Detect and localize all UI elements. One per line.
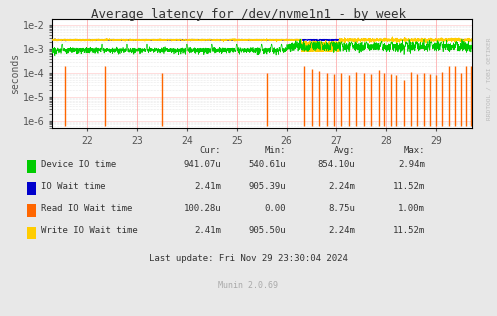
Text: 854.10u: 854.10u (318, 160, 355, 168)
Text: 8.75u: 8.75u (329, 204, 355, 213)
Text: 11.52m: 11.52m (393, 226, 425, 235)
Text: Munin 2.0.69: Munin 2.0.69 (219, 281, 278, 289)
Text: 11.52m: 11.52m (393, 182, 425, 191)
Text: 2.94m: 2.94m (398, 160, 425, 168)
Text: 905.50u: 905.50u (248, 226, 286, 235)
Text: 2.41m: 2.41m (194, 226, 221, 235)
Text: Avg:: Avg: (334, 146, 355, 155)
Text: 1.00m: 1.00m (398, 204, 425, 213)
Text: Min:: Min: (264, 146, 286, 155)
Text: Average latency for /dev/nvme1n1 - by week: Average latency for /dev/nvme1n1 - by we… (91, 8, 406, 21)
Text: 540.61u: 540.61u (248, 160, 286, 168)
Text: 2.41m: 2.41m (194, 182, 221, 191)
Text: RRDTOOL / TOBI OETIKER: RRDTOOL / TOBI OETIKER (486, 38, 491, 120)
Text: 905.39u: 905.39u (248, 182, 286, 191)
Text: Last update: Fri Nov 29 23:30:04 2024: Last update: Fri Nov 29 23:30:04 2024 (149, 254, 348, 263)
Text: IO Wait time: IO Wait time (41, 182, 105, 191)
Text: Max:: Max: (404, 146, 425, 155)
Text: Write IO Wait time: Write IO Wait time (41, 226, 138, 235)
Text: Read IO Wait time: Read IO Wait time (41, 204, 132, 213)
Y-axis label: seconds: seconds (10, 53, 20, 94)
Text: 0.00: 0.00 (264, 204, 286, 213)
Text: Cur:: Cur: (200, 146, 221, 155)
Text: 941.07u: 941.07u (183, 160, 221, 168)
Text: 2.24m: 2.24m (329, 182, 355, 191)
Text: 2.24m: 2.24m (329, 226, 355, 235)
Text: 100.28u: 100.28u (183, 204, 221, 213)
Text: Device IO time: Device IO time (41, 160, 116, 168)
